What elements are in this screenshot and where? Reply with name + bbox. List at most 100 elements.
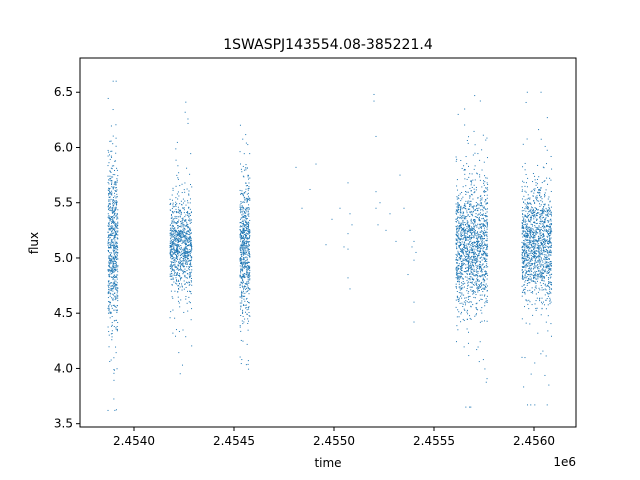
data-point [182, 270, 184, 272]
data-point [107, 209, 109, 211]
data-point [541, 201, 543, 203]
data-point [472, 264, 474, 266]
data-point [188, 215, 190, 217]
data-point [462, 214, 464, 216]
data-point [187, 241, 189, 243]
data-point [550, 223, 552, 225]
data-point [538, 276, 540, 278]
data-point [182, 262, 184, 264]
data-point [483, 266, 485, 268]
data-point [481, 238, 483, 240]
data-point [482, 251, 484, 253]
data-point [529, 248, 531, 250]
data-point [465, 205, 467, 207]
data-point [484, 175, 486, 177]
data-point [535, 243, 537, 245]
data-point [546, 404, 548, 406]
data-point [115, 287, 117, 289]
data-point [115, 276, 117, 278]
data-point [537, 232, 539, 234]
data-point [540, 215, 542, 217]
data-point [108, 229, 110, 231]
data-point [241, 302, 243, 304]
data-point [544, 256, 546, 258]
data-point [107, 251, 109, 253]
data-point [179, 209, 181, 211]
data-point [526, 229, 528, 231]
data-point [537, 164, 539, 166]
data-point [476, 278, 478, 280]
data-point [183, 258, 185, 260]
data-point [117, 295, 119, 297]
data-point [190, 293, 192, 295]
data-point [486, 222, 488, 224]
data-point [486, 202, 488, 204]
data-point [463, 233, 465, 235]
data-point [174, 232, 176, 234]
data-point [527, 235, 529, 237]
data-point [481, 197, 483, 199]
data-point [246, 199, 248, 201]
data-point [534, 239, 536, 241]
data-point [465, 191, 467, 193]
data-point [466, 216, 468, 218]
data-point [541, 243, 543, 245]
data-point [543, 230, 545, 232]
data-point [248, 237, 250, 239]
data-point [533, 235, 535, 237]
data-point [116, 266, 118, 268]
data-point [466, 140, 468, 141]
data-point [486, 194, 488, 196]
data-point [117, 209, 119, 211]
data-point [462, 278, 464, 280]
data-point [242, 304, 244, 306]
data-point [456, 227, 458, 229]
data-point [458, 292, 460, 294]
data-point [481, 281, 483, 283]
data-point [170, 233, 172, 235]
data-point [246, 281, 248, 283]
data-point [476, 240, 478, 242]
data-point [482, 257, 484, 259]
data-point [550, 262, 552, 264]
data-point [464, 297, 466, 299]
data-point [477, 210, 479, 212]
data-point [525, 277, 527, 279]
data-point [170, 251, 172, 253]
data-point [245, 311, 247, 313]
data-point [549, 300, 551, 302]
data-point [456, 316, 458, 318]
data-point [472, 208, 474, 210]
data-point [459, 255, 461, 257]
data-point [181, 231, 183, 233]
data-point [174, 270, 176, 272]
data-point [240, 202, 242, 204]
data-point [479, 100, 481, 102]
data-point [527, 194, 529, 196]
data-point [458, 244, 460, 246]
data-point [538, 268, 540, 270]
data-point [114, 257, 116, 259]
data-point [241, 263, 243, 265]
data-point [110, 288, 112, 290]
data-point [544, 261, 546, 263]
data-point [530, 267, 532, 269]
data-point [189, 254, 191, 256]
data-point [459, 217, 461, 219]
data-point [528, 253, 530, 255]
data-point [171, 221, 173, 223]
data-point [549, 252, 551, 254]
data-point [245, 235, 247, 237]
data-point [242, 281, 244, 283]
data-point [113, 369, 115, 371]
data-point [523, 245, 525, 247]
data-point [533, 257, 535, 259]
data-point [540, 228, 542, 230]
data-point [190, 242, 192, 244]
data-point [244, 273, 246, 275]
data-point [176, 248, 178, 250]
data-point [485, 287, 487, 289]
data-point [546, 292, 548, 294]
data-point [534, 202, 536, 204]
data-point [247, 174, 249, 176]
